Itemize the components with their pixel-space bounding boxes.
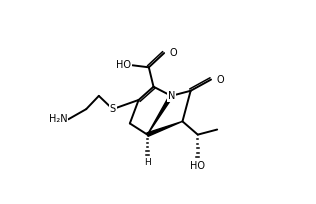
Polygon shape — [147, 95, 173, 135]
Text: H: H — [144, 158, 151, 167]
Text: H₂N: H₂N — [49, 114, 67, 124]
Text: O: O — [169, 48, 177, 58]
Text: N: N — [167, 91, 175, 101]
Text: S: S — [110, 104, 116, 114]
Text: HO: HO — [117, 60, 131, 70]
Text: HO: HO — [190, 161, 205, 171]
Polygon shape — [147, 121, 182, 136]
Text: O: O — [216, 74, 224, 85]
